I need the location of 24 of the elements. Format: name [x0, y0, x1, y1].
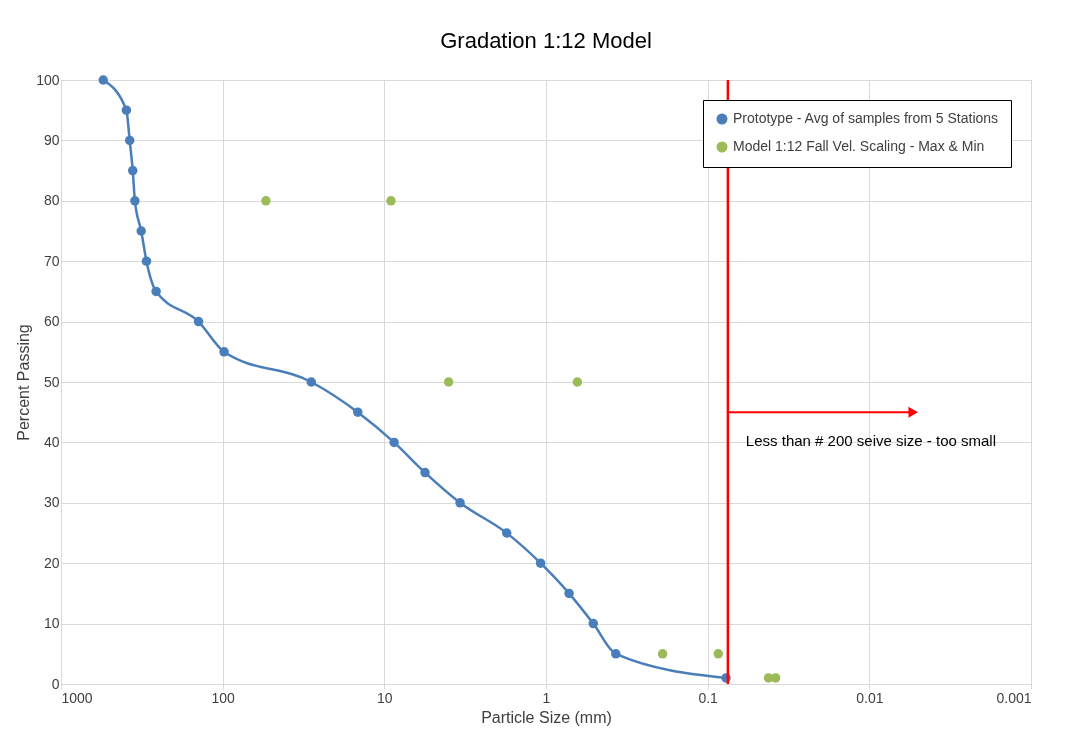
y-tick-label: 30	[43, 494, 60, 511]
y-tick-label: 70	[43, 252, 60, 269]
y-tick-label: 20	[43, 554, 60, 571]
y-axis-title: Percent Passing	[15, 324, 33, 441]
x-tick-label: 1000	[61, 689, 93, 706]
x-tick-label: 1	[542, 689, 551, 706]
y-tick-label: 60	[43, 313, 60, 330]
x-tick-label: 0.01	[856, 689, 884, 706]
y-tick-label: 0	[51, 675, 60, 692]
x-tick-label: 10	[377, 689, 393, 706]
y-tick-label: 10	[43, 615, 60, 632]
chart-title: Gradation 1:12 Model	[440, 28, 652, 53]
y-tick-label: 100	[36, 71, 60, 88]
x-tick-label: 0.1	[698, 689, 719, 706]
y-tick-label: 90	[43, 131, 60, 148]
legend-label: Model 1:12 Fall Vel. Scaling - Max & Min	[733, 138, 985, 154]
y-tick-label: 40	[43, 433, 60, 450]
annotation: Less than # 200 seive size - too small	[745, 432, 997, 450]
y-tick-label: 50	[43, 373, 60, 390]
x-tick-label: 0.001	[996, 689, 1032, 706]
x-tick-label: 100	[211, 689, 236, 706]
x-axis-title: Particle Size (mm)	[481, 708, 612, 726]
y-tick-label: 80	[43, 192, 60, 209]
legend-label: Prototype - Avg of samples from 5 Stations	[733, 110, 999, 126]
